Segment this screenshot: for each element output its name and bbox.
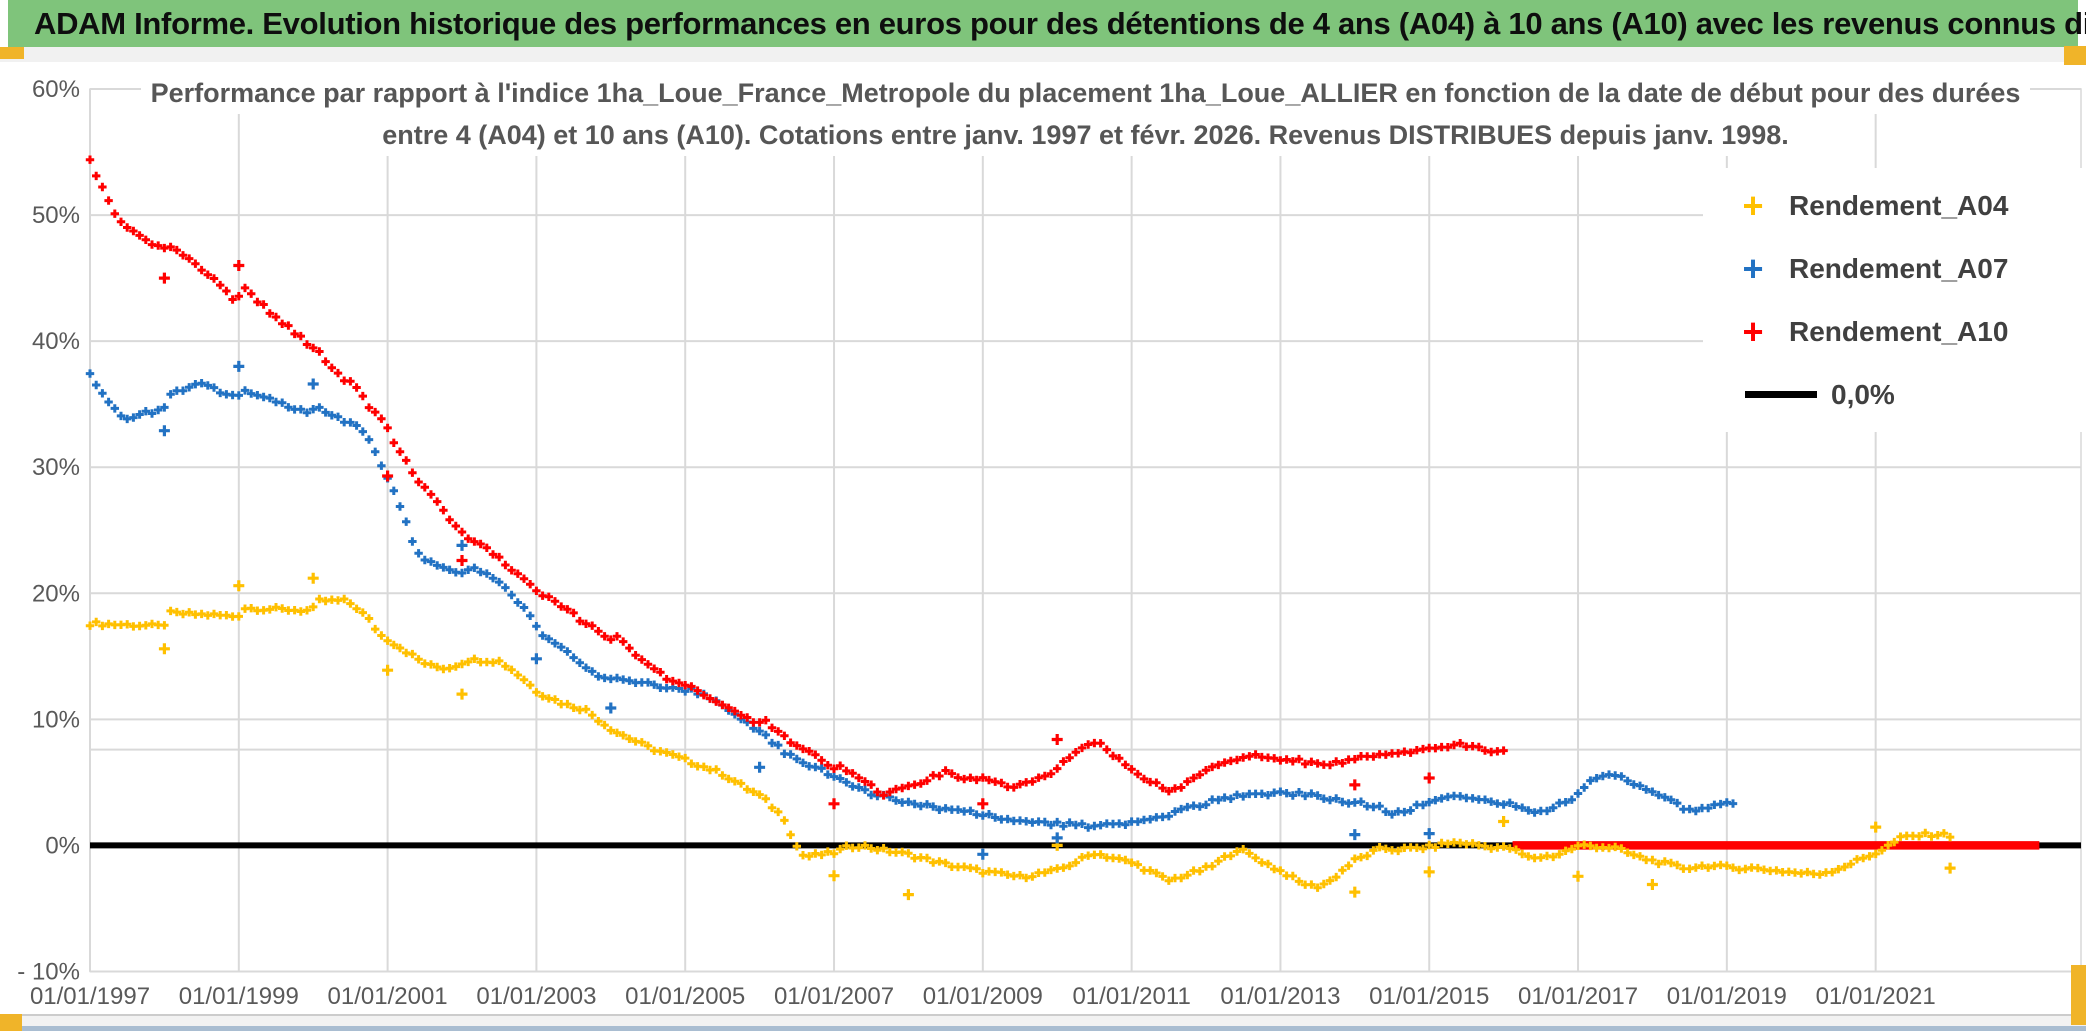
sheet-bottom-strip xyxy=(0,1014,2086,1028)
legend-item-0-0-[interactable]: 0,0% xyxy=(1703,379,2083,411)
x-tick-label: 01/01/2003 xyxy=(476,983,596,1010)
series-rendement_a10 xyxy=(85,155,1508,800)
legend-plus-marker-icon: + xyxy=(1742,247,1764,289)
x-tick-label: 01/01/1997 xyxy=(30,983,150,1010)
header-separator xyxy=(0,47,2086,62)
x-tick-label: 01/01/2015 xyxy=(1369,983,1489,1010)
legend-item-rendement-a07[interactable]: + Rendement_A07 xyxy=(1703,247,2083,289)
gold-accent-left xyxy=(0,47,24,59)
legend-item-rendement-a10[interactable]: + Rendement_A10 xyxy=(1703,310,2083,352)
gold-accent-bottom-right xyxy=(2071,965,2086,1025)
y-tick-label: 20% xyxy=(32,580,80,607)
y-tick-label: 0% xyxy=(45,832,80,859)
x-tick-label: 01/01/2019 xyxy=(1667,983,1787,1010)
x-tick-label: 01/01/2005 xyxy=(625,983,745,1010)
series-rendement_a10-outliers xyxy=(158,260,1435,810)
legend-label: 0,0% xyxy=(1831,378,1895,410)
x-tick-label: 01/01/2013 xyxy=(1220,983,1340,1010)
y-tick-label: 40% xyxy=(32,328,80,355)
series-rendement_a07 xyxy=(85,369,1738,832)
legend-label: Rendement_A04 xyxy=(1789,189,2009,221)
report-title: ADAM Informe. Evolution historique des p… xyxy=(34,5,2086,41)
legend-label: Rendement_A07 xyxy=(1789,252,2009,284)
legend-item-rendement-a04[interactable]: + Rendement_A04 xyxy=(1703,184,2083,226)
y-tick-label: 10% xyxy=(32,706,80,733)
x-tick-label: 01/01/2021 xyxy=(1816,983,1936,1010)
x-tick-label: 01/01/2007 xyxy=(774,983,894,1010)
x-tick-label: 01/01/2011 xyxy=(1072,983,1190,1010)
report-title-bar: ADAM Informe. Evolution historique des p… xyxy=(8,0,2086,47)
y-tick-label: - 10% xyxy=(17,959,80,986)
series-rendement_a04 xyxy=(85,594,1955,892)
x-tick-label: 01/01/2009 xyxy=(923,983,1043,1010)
series-rendement_a07-outliers xyxy=(158,360,1435,860)
axis-labels: 60% 50% 40% 30% 20% 10% 0% - 10%01/01/1997 01/01… xyxy=(17,76,1935,1010)
legend-line-marker-icon xyxy=(1745,391,1817,398)
x-tick-label: 01/01/2017 xyxy=(1518,983,1638,1010)
x-tick-label: 01/01/2001 xyxy=(328,983,448,1010)
y-tick-label: 30% xyxy=(32,454,80,481)
y-tick-label: 60% xyxy=(32,76,80,103)
series-rendement_a04-outliers xyxy=(158,572,1956,901)
legend-plus-marker-icon: + xyxy=(1742,310,1764,352)
legend-plus-marker-icon: + xyxy=(1742,184,1764,226)
gold-accent-bottom-left xyxy=(0,1014,22,1031)
legend-label: Rendement_A10 xyxy=(1789,315,2009,347)
y-tick-label: 50% xyxy=(32,202,80,229)
x-tick-label: 01/01/1999 xyxy=(179,983,299,1010)
gold-accent-top-right xyxy=(2064,46,2086,65)
window-bottom-border xyxy=(0,1026,2086,1031)
legend[interactable]: + Rendement_A04 + Rendement_A07 + Rendement_A… xyxy=(1703,168,2083,432)
